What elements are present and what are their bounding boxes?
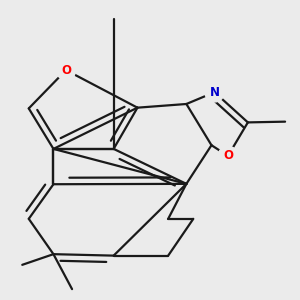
Circle shape (218, 146, 238, 166)
Text: O: O (61, 64, 71, 76)
Circle shape (205, 82, 224, 102)
Circle shape (56, 60, 76, 80)
Text: O: O (223, 149, 233, 162)
Text: N: N (209, 86, 220, 99)
